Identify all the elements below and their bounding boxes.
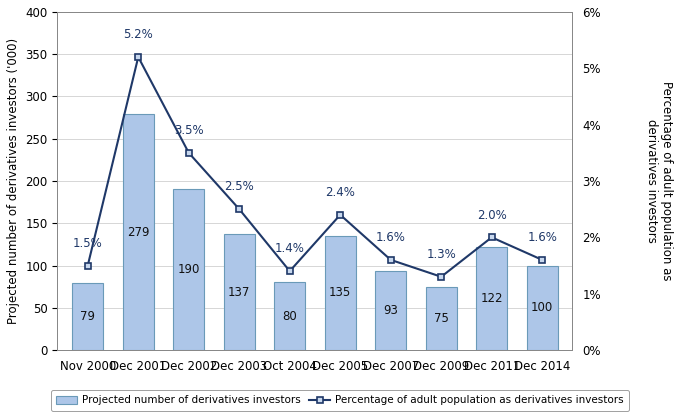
Text: 279: 279	[127, 226, 150, 239]
Text: 100: 100	[531, 301, 554, 314]
Bar	[526, 265, 558, 350]
Text: 75: 75	[434, 312, 449, 325]
Text: 1.4%: 1.4%	[275, 242, 305, 255]
Bar	[476, 247, 507, 350]
Text: 5.2%: 5.2%	[123, 28, 153, 41]
Bar	[173, 189, 205, 350]
Text: 2.5%: 2.5%	[224, 181, 254, 194]
Text: 2.0%: 2.0%	[477, 209, 507, 222]
Text: 135: 135	[329, 286, 352, 299]
Text: 137: 137	[228, 285, 250, 298]
Bar	[274, 283, 305, 350]
Text: 1.6%: 1.6%	[376, 231, 406, 244]
Text: 80: 80	[282, 310, 297, 323]
Text: 2.4%: 2.4%	[325, 186, 355, 199]
Text: 93: 93	[384, 304, 398, 317]
Text: 122: 122	[481, 292, 503, 305]
Bar	[122, 114, 154, 350]
Text: 1.6%: 1.6%	[527, 231, 557, 244]
Y-axis label: Projected number of derivatives investors ('000): Projected number of derivatives investor…	[7, 38, 20, 324]
Text: 1.3%: 1.3%	[426, 248, 456, 261]
Y-axis label: Percentage of adult population as
derivatives investors: Percentage of adult population as deriva…	[645, 81, 673, 281]
Bar	[375, 271, 407, 350]
Text: 3.5%: 3.5%	[174, 124, 203, 137]
Bar	[224, 234, 255, 350]
Bar	[426, 287, 457, 350]
Text: 1.5%: 1.5%	[73, 237, 103, 250]
Legend: Projected number of derivatives investors, Percentage of adult population as der: Projected number of derivatives investor…	[51, 390, 629, 411]
Text: 79: 79	[80, 310, 95, 323]
Text: 190: 190	[177, 263, 200, 276]
Bar	[324, 236, 356, 350]
Bar	[72, 283, 103, 350]
